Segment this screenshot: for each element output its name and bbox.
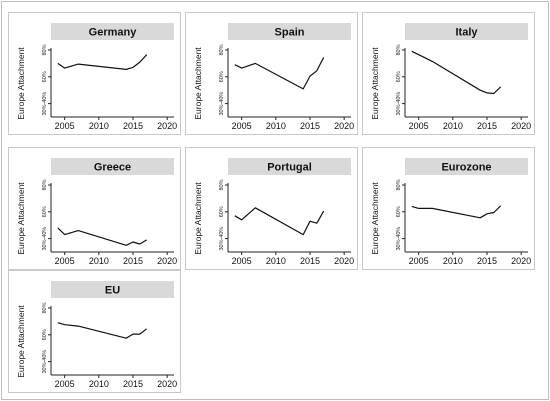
- x-tick-label: 2005: [232, 121, 252, 131]
- x-tick-label: 2020: [157, 379, 177, 389]
- x-tick-label: 2010: [266, 256, 286, 266]
- y-tick-label: 60%: [219, 71, 225, 82]
- x-tick-label: 2005: [55, 379, 75, 389]
- series-line: [411, 50, 502, 95]
- y-tick-label: 60%: [42, 71, 48, 82]
- series-line: [57, 54, 148, 71]
- y-axis-title: Europe Attachment: [16, 305, 26, 378]
- y-tick-label: 30%-40%: [396, 227, 402, 251]
- panel-title-strip: [228, 23, 351, 40]
- y-tick-label: 30%-40%: [396, 92, 402, 116]
- chart-panel: Spain 80% 60% 30%-40% Europe Attachment 2005 2…: [185, 12, 358, 135]
- y-tick-label: 30%-40%: [42, 92, 48, 116]
- y-tick-label: 60%: [219, 206, 225, 217]
- x-tick-label: 2010: [89, 379, 109, 389]
- x-tick-label: 2015: [123, 256, 143, 266]
- y-tick-label: 60%: [42, 206, 48, 217]
- y-axis-title: Europe Attachment: [370, 47, 380, 120]
- panel-title: Germany: [89, 27, 138, 39]
- y-tick-label: 60%: [396, 71, 402, 82]
- panel-title-strip: [405, 158, 528, 175]
- panel-title: Spain: [275, 27, 305, 39]
- y-tick-label: 60%: [42, 329, 48, 340]
- series-line: [57, 322, 148, 339]
- series-line: [234, 57, 325, 90]
- x-tick-label: 2015: [477, 256, 497, 266]
- series-line: [57, 227, 148, 246]
- x-tick-label: 2015: [477, 121, 497, 131]
- x-tick-label: 2010: [89, 256, 109, 266]
- chart-panel: Portugal 80% 60% 30%-40% Europe Attachment 20…: [185, 147, 358, 270]
- y-axis-title: Europe Attachment: [370, 182, 380, 255]
- series-line: [411, 205, 502, 219]
- y-tick-label: 80%: [42, 302, 48, 313]
- panel-title: Eurozone: [441, 162, 491, 174]
- x-tick-label: 2010: [89, 121, 109, 131]
- x-tick-label: 2020: [511, 256, 531, 266]
- panel-title-strip: [51, 158, 174, 175]
- panel-title-strip: [51, 281, 174, 298]
- x-tick-label: 2020: [334, 256, 354, 266]
- y-axis-title: Europe Attachment: [193, 182, 203, 255]
- y-axis-title: Europe Attachment: [16, 182, 26, 255]
- x-tick-label: 2005: [409, 256, 429, 266]
- x-tick-label: 2020: [511, 121, 531, 131]
- y-tick-label: 80%: [396, 44, 402, 55]
- y-tick-label: 30%-40%: [219, 92, 225, 116]
- x-tick-label: 2020: [157, 256, 177, 266]
- y-tick-label: 60%: [396, 206, 402, 217]
- x-tick-label: 2015: [300, 256, 320, 266]
- y-axis-title: Europe Attachment: [193, 47, 203, 120]
- y-tick-label: 80%: [42, 44, 48, 55]
- y-tick-label: 80%: [219, 179, 225, 190]
- panel-title: Portugal: [267, 162, 312, 174]
- panel-title-strip: [228, 158, 351, 175]
- chart-panel: Eurozone 80% 60% 30%-40% Europe Attachment 20…: [362, 147, 535, 270]
- x-tick-label: 2015: [123, 379, 143, 389]
- y-axis-title: Europe Attachment: [16, 47, 26, 120]
- x-tick-label: 2005: [409, 121, 429, 131]
- panel-title-strip: [405, 23, 528, 40]
- chart-panel: Germany 80% 60% 30%-40% Europe Attachment 200…: [8, 12, 181, 135]
- panel-title: Italy: [455, 27, 478, 39]
- y-tick-label: 80%: [396, 179, 402, 190]
- panel-title-strip: [51, 23, 174, 40]
- x-tick-label: 2005: [55, 256, 75, 266]
- y-tick-label: 80%: [42, 179, 48, 190]
- x-tick-label: 2015: [300, 121, 320, 131]
- y-tick-label: 30%-40%: [42, 350, 48, 374]
- y-tick-label: 30%-40%: [219, 227, 225, 251]
- x-tick-label: 2010: [443, 121, 463, 131]
- panel-title: EU: [105, 285, 120, 297]
- x-tick-label: 2005: [55, 121, 75, 131]
- chart-panel: Greece 80% 60% 30%-40% Europe Attachment 2005…: [8, 147, 181, 270]
- x-tick-label: 2010: [443, 256, 463, 266]
- x-tick-label: 2015: [123, 121, 143, 131]
- panel-title: Greece: [94, 162, 131, 174]
- x-tick-label: 2010: [266, 121, 286, 131]
- series-line: [234, 207, 325, 236]
- y-tick-label: 80%: [219, 44, 225, 55]
- x-tick-label: 2020: [334, 121, 354, 131]
- y-tick-label: 30%-40%: [42, 227, 48, 251]
- chart-panel: Italy 80% 60% 30%-40% Europe Attachment 2005 2…: [362, 12, 535, 135]
- chart-panel: EU 80% 60% 30%-40% Europe Attachment 2005 2010…: [8, 270, 181, 393]
- x-tick-label: 2005: [232, 256, 252, 266]
- x-tick-label: 2020: [157, 121, 177, 131]
